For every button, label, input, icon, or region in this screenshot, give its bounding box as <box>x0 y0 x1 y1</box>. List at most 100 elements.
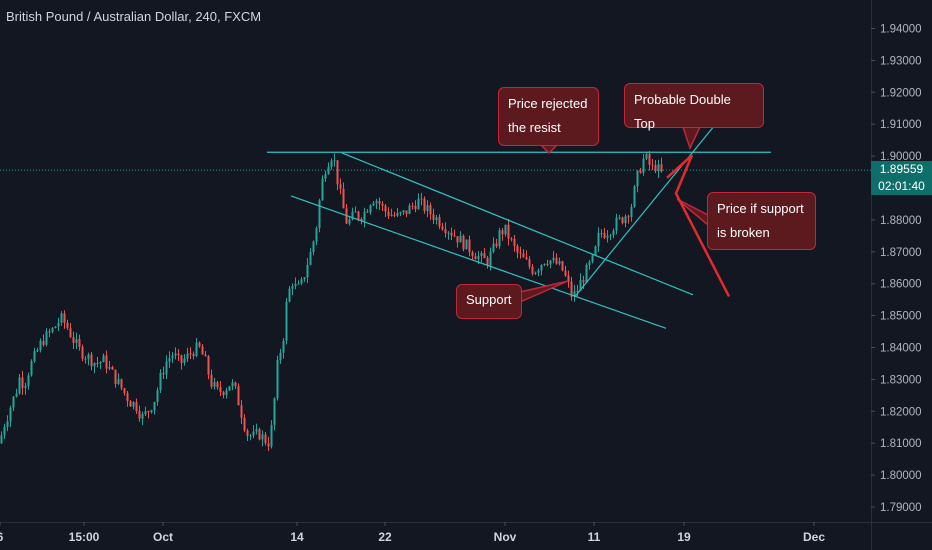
annotation-support[interactable]: Support <box>456 284 522 319</box>
candle-body <box>402 210 405 213</box>
price-tick-label: 1.94000 <box>880 24 922 36</box>
candle-body <box>327 166 330 175</box>
candle-body <box>321 178 324 201</box>
candle-body <box>447 232 450 234</box>
candle-body <box>75 339 78 343</box>
candle-body <box>399 212 402 214</box>
candle-body <box>450 232 453 236</box>
candle-body <box>417 198 420 210</box>
candle-body <box>456 236 459 243</box>
candle-body <box>480 253 483 256</box>
candle-body <box>624 216 627 224</box>
candle-body <box>192 354 195 357</box>
candle-body <box>534 272 537 274</box>
candle-body <box>210 374 213 387</box>
candle-body <box>180 355 183 363</box>
candle-body <box>66 322 69 329</box>
candle-body <box>630 206 633 217</box>
candles-layer <box>0 151 663 451</box>
candle-body <box>0 435 3 444</box>
candle-body <box>543 263 546 266</box>
price-tick-label: 1.79000 <box>880 502 922 514</box>
candle-body <box>243 417 246 431</box>
candle-body <box>585 265 588 283</box>
candle-body <box>324 174 327 179</box>
candle-body <box>537 270 540 273</box>
candle-body <box>615 217 618 231</box>
candle-body <box>420 198 423 200</box>
price-tick-label: 1.92000 <box>880 87 922 99</box>
candle-body <box>342 188 345 209</box>
candle-body <box>336 160 339 185</box>
candle-body <box>279 352 282 360</box>
annotation-line: the resist <box>508 120 561 135</box>
candle-body <box>315 228 318 242</box>
candle-body <box>645 153 648 159</box>
annotation-price-rejected[interactable]: Price rejected the resist <box>498 87 599 146</box>
candle-body <box>300 279 303 284</box>
time-tick-label: Oct <box>153 530 173 544</box>
candle-body <box>303 277 306 280</box>
candle-body <box>591 255 594 262</box>
candle-body <box>453 235 456 237</box>
candle-body <box>237 386 240 406</box>
price-axis[interactable]: 1.940001.930001.920001.910001.900001.890… <box>871 0 922 550</box>
candle-body <box>462 235 465 250</box>
candle-body <box>366 211 369 213</box>
candle-body <box>309 251 312 265</box>
candle-body <box>435 217 438 221</box>
candle-body <box>612 230 615 236</box>
candle-body <box>633 186 636 207</box>
candle-body <box>27 375 30 386</box>
time-axis[interactable]: 6 15:00 Oct 14 22 Nov 11 19 Dec <box>0 522 932 544</box>
candle-body <box>150 410 153 413</box>
candle-body <box>519 252 522 254</box>
candle-body <box>132 402 135 407</box>
candle-body <box>405 210 408 214</box>
candle-body <box>501 230 504 235</box>
candle-body <box>498 230 501 247</box>
candle-body <box>144 411 147 415</box>
candle-body <box>357 211 360 220</box>
candle-body <box>441 226 444 230</box>
candle-body <box>48 331 51 333</box>
current-price-tag: 1.89559 <box>871 161 932 178</box>
candle-body <box>60 313 63 323</box>
annotation-line: Price if support <box>717 201 804 216</box>
candle-body <box>582 280 585 283</box>
candle-body <box>573 291 576 297</box>
price-tick-label: 1.84000 <box>880 343 922 355</box>
candle-body <box>477 255 480 260</box>
candle-body <box>639 170 642 173</box>
candle-body <box>627 216 630 218</box>
candle-body <box>429 205 432 215</box>
candle-body <box>369 205 372 213</box>
candle-body <box>72 337 75 343</box>
candle-body <box>159 372 162 391</box>
price-tick-label: 1.87000 <box>880 247 922 259</box>
candle-body <box>408 205 411 214</box>
candle-body <box>81 346 84 359</box>
price-tick-label: 1.82000 <box>880 406 922 418</box>
candle-body <box>375 201 378 204</box>
candle-body <box>444 229 447 234</box>
candle-body <box>378 201 381 204</box>
candle-body <box>195 342 198 357</box>
candle-body <box>147 411 150 413</box>
price-tick-label: 1.86000 <box>880 279 922 291</box>
candle-body <box>636 170 639 187</box>
candle-body <box>351 211 354 220</box>
candle-body <box>651 164 654 166</box>
candle-body <box>291 286 294 289</box>
annotation-double-top[interactable]: Probable Double Top <box>624 83 764 131</box>
projection-path <box>666 154 731 298</box>
annotation-support-broken[interactable]: Price if support is broken <box>707 192 816 250</box>
candle-body <box>483 253 486 259</box>
candle-body <box>24 385 27 388</box>
candle-body <box>18 377 21 394</box>
candle-body <box>414 205 417 210</box>
time-tick-label: 19 <box>677 530 691 544</box>
candle-body <box>270 425 273 447</box>
annotation-line: Support <box>466 292 512 307</box>
